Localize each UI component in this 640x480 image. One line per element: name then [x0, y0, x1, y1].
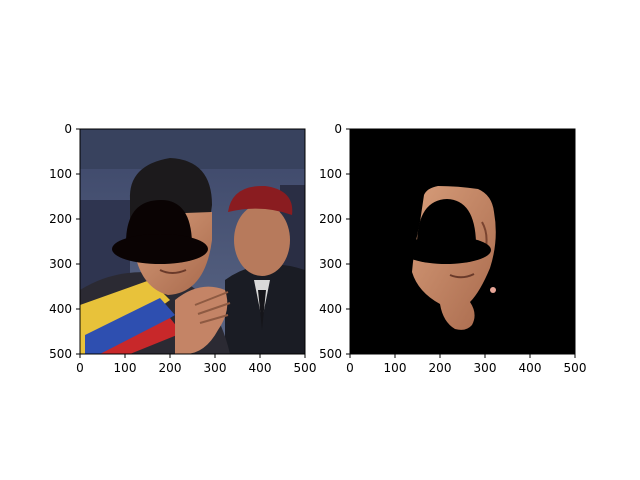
sash-red [100, 318, 182, 354]
mask-x-tick-label: 500 [564, 361, 587, 375]
mask-y-tick-label: 300 [319, 257, 342, 271]
mask-y-tick-label: 0 [334, 122, 342, 136]
photo-x-tick-label: 0 [76, 361, 84, 375]
mask-axes: 0 0 100 100 200 200 300 300 400 400 500 500 [319, 122, 586, 375]
photo-x-tick-label: 300 [204, 361, 227, 375]
bowler-hat-overlay [112, 200, 208, 264]
mask-x-tick-label: 100 [384, 361, 407, 375]
photo-x-tick-label: 500 [294, 361, 317, 375]
photo-panel [80, 129, 305, 354]
mask-y-tick-label: 400 [319, 302, 342, 316]
photo-y-tick-label: 100 [49, 167, 72, 181]
photo-top-band [80, 129, 305, 169]
photo-y-tick-label: 400 [49, 302, 72, 316]
mask-panel [350, 129, 575, 354]
photo-y-tick-label: 200 [49, 212, 72, 226]
mask-x-tick-label: 200 [429, 361, 452, 375]
sash-blue [85, 298, 175, 354]
photo-x-tick-label: 100 [114, 361, 137, 375]
photo-y-tick-label: 500 [49, 347, 72, 361]
mask-x-tick-label: 300 [474, 361, 497, 375]
soldier-figure [225, 185, 305, 354]
mask-hat-cutout [401, 199, 491, 264]
mask-y-tick-label: 100 [319, 167, 342, 181]
photo-frame [79, 128, 306, 355]
beret [228, 185, 293, 215]
mask-y-tick-label: 500 [319, 347, 342, 361]
photo-y-tick-label: 300 [49, 257, 72, 271]
mask-x-tick-label: 0 [346, 361, 354, 375]
photo-x-tick-label: 400 [249, 361, 272, 375]
mask-frame [349, 128, 576, 355]
photo-axes: 0 0 100 100 200 200 300 300 400 400 500 500 [49, 122, 316, 375]
mask-x-tick-label: 400 [519, 361, 542, 375]
mask-y-tick-label: 200 [319, 212, 342, 226]
hand [175, 286, 228, 354]
photo-x-tick-label: 200 [159, 361, 182, 375]
photo-y-tick-label: 0 [64, 122, 72, 136]
